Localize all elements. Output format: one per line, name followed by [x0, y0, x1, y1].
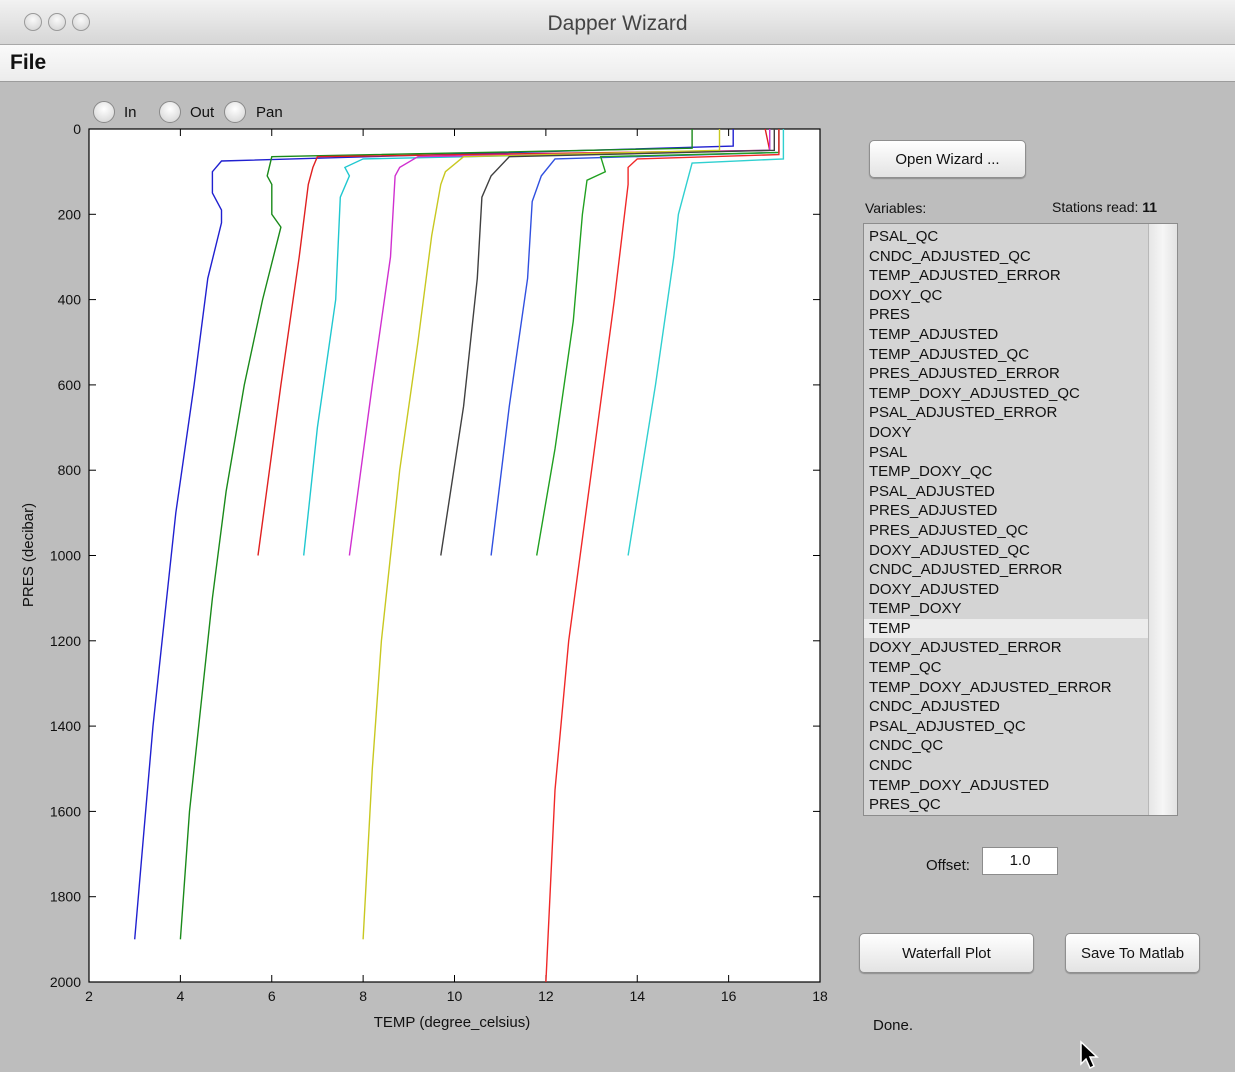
- offset-label: Offset:: [926, 857, 970, 874]
- variable-item[interactable]: TEMP_ADJUSTED_QC: [869, 345, 1030, 363]
- mouse-cursor-icon: [1080, 1040, 1099, 1070]
- variable-item[interactable]: CNDC_ADJUSTED_ERROR: [869, 561, 1063, 579]
- variable-item[interactable]: TEMP_DOXY_ADJUSTED_QC: [869, 384, 1080, 402]
- zoom-in-radio[interactable]: [93, 101, 115, 123]
- axis-ticks: 2 4 6 8 10 12 14 16 18 0 200 400 600 800 1000 1200 1400 1…: [50, 121, 828, 1004]
- y-tick-label: 0: [73, 121, 81, 137]
- plot-area[interactable]: [88, 128, 821, 983]
- profile-line-7: [440, 129, 775, 556]
- y-tick-label: 1000: [50, 548, 81, 564]
- x-tick-label: 4: [176, 988, 184, 1004]
- zoom-out-label: Out: [190, 104, 215, 121]
- variable-item[interactable]: CNDC: [869, 757, 913, 775]
- y-tick-label: 1800: [50, 889, 81, 905]
- variable-item[interactable]: PRES_ADJUSTED_ERROR: [869, 365, 1060, 383]
- window-title: Dapper Wizard: [547, 12, 688, 35]
- x-axis-label: TEMP (degree_celsius): [374, 1014, 530, 1031]
- variable-item[interactable]: PRES_ADJUSTED: [869, 502, 998, 520]
- y-tick-label: 1400: [50, 718, 81, 734]
- minimize-window-icon[interactable]: [48, 13, 66, 31]
- profile-line-6: [362, 129, 721, 940]
- x-tick-label: 12: [538, 988, 554, 1004]
- zoom-in-label: In: [124, 104, 137, 121]
- zoom-out-radio[interactable]: [159, 101, 181, 123]
- variables-listbox[interactable]: PSAL_QC CNDC_ADJUSTED_QC TEMP_ADJUSTED_ERR…: [863, 223, 1178, 816]
- x-tick-label: 10: [447, 988, 463, 1004]
- profile-line-2: [179, 129, 693, 940]
- y-tick-label: 400: [58, 292, 82, 308]
- variable-item[interactable]: TEMP_ADJUSTED: [869, 325, 999, 343]
- profile-line-10: [545, 129, 780, 983]
- variable-item[interactable]: DOXY_ADJUSTED: [869, 580, 1000, 598]
- variable-item[interactable]: PRES_QC: [869, 796, 941, 814]
- variable-item[interactable]: PSAL: [869, 443, 908, 461]
- variable-item[interactable]: CNDC_ADJUSTED: [869, 698, 1000, 716]
- menubar: File: [0, 45, 1235, 82]
- variables-list[interactable]: PSAL_QC CNDC_ADJUSTED_QC TEMP_ADJUSTED_ERR…: [864, 227, 1149, 815]
- x-tick-label: 16: [721, 988, 737, 1004]
- variable-item[interactable]: DOXY_ADJUSTED_QC: [869, 541, 1030, 559]
- x-tick-label: 8: [359, 988, 367, 1004]
- x-tick-label: 6: [268, 988, 276, 1004]
- variable-item[interactable]: TEMP: [864, 618, 1149, 639]
- variables-label: Variables:: [865, 200, 927, 216]
- offset-input[interactable]: 1.0: [982, 847, 1058, 875]
- close-window-icon[interactable]: [24, 13, 42, 31]
- x-tick-label: 18: [812, 988, 828, 1004]
- y-tick-label: 800: [58, 462, 82, 478]
- x-tick-label: 2: [85, 988, 93, 1004]
- open-wizard-button[interactable]: Open Wizard ...: [869, 140, 1026, 178]
- variable-item[interactable]: PSAL_ADJUSTED_ERROR: [869, 404, 1058, 422]
- variable-item[interactable]: DOXY: [869, 423, 912, 441]
- x-tick-label: 14: [629, 988, 645, 1004]
- y-tick-label: 600: [58, 377, 82, 393]
- variable-item[interactable]: TEMP_QC: [869, 659, 942, 677]
- variable-item[interactable]: DOXY_ADJUSTED_ERROR: [869, 639, 1062, 657]
- stations-read-text: Stations read:: [1052, 199, 1139, 215]
- variable-item[interactable]: PSAL_QC: [869, 228, 939, 245]
- variable-item[interactable]: TEMP_DOXY: [869, 600, 962, 618]
- variable-item[interactable]: PRES_ADJUSTED_QC: [869, 521, 1029, 539]
- y-tick-label: 1200: [50, 633, 81, 649]
- pan-label: Pan: [256, 104, 283, 121]
- profile-line-9: [536, 129, 780, 556]
- variable-item[interactable]: TEMP_DOXY_ADJUSTED: [869, 776, 1050, 794]
- variable-item[interactable]: TEMP_DOXY_QC: [869, 463, 993, 481]
- variable-item[interactable]: PSAL_ADJUSTED_QC: [869, 717, 1026, 735]
- waterfall-plot-button[interactable]: Waterfall Plot: [859, 933, 1034, 973]
- variable-item[interactable]: CNDC_ADJUSTED_QC: [869, 247, 1031, 265]
- variable-item[interactable]: TEMP_DOXY_ADJUSTED_ERROR: [869, 678, 1112, 696]
- save-to-matlab-button[interactable]: Save To Matlab: [1065, 933, 1200, 973]
- profile-line-11: [627, 129, 785, 556]
- y-tick-label: 1600: [50, 803, 81, 819]
- variable-item[interactable]: CNDC_QC: [869, 737, 944, 755]
- stations-read-label: Stations read: 11: [1052, 199, 1157, 215]
- window-titlebar: Dapper Wizard: [0, 0, 1235, 45]
- y-tick-label: 2000: [50, 974, 81, 990]
- file-menu[interactable]: File: [10, 51, 47, 74]
- profile-line-1: [134, 129, 734, 940]
- status-text: Done.: [873, 1017, 914, 1034]
- data-series: [134, 128, 785, 983]
- variable-item[interactable]: TEMP_ADJUSTED_ERROR: [869, 267, 1061, 285]
- variable-item[interactable]: DOXY_QC: [869, 286, 943, 304]
- variable-item[interactable]: PSAL_ADJUSTED: [869, 482, 995, 500]
- y-axis-label: PRES (decibar): [20, 503, 37, 607]
- variable-item[interactable]: PRES: [869, 306, 910, 324]
- zoom-window-icon[interactable]: [72, 13, 90, 31]
- variables-scrollbar[interactable]: [1148, 224, 1177, 815]
- stations-read-count: 11: [1142, 199, 1158, 215]
- pan-radio[interactable]: [224, 101, 246, 123]
- y-tick-label: 200: [58, 206, 82, 222]
